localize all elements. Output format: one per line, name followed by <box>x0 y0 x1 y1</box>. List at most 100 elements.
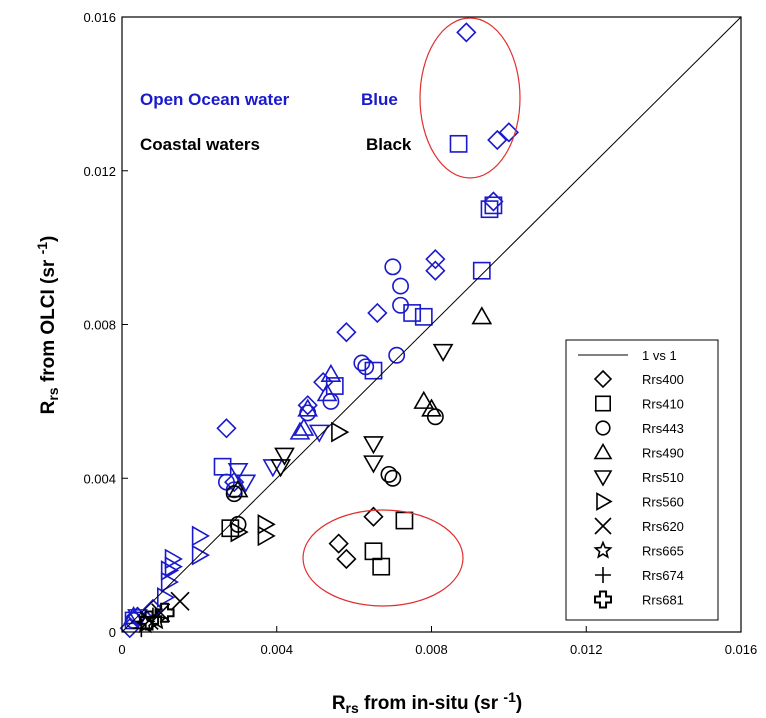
point-rrs443-open-ocean <box>322 392 340 410</box>
point-rrs560-open-ocean <box>164 556 183 578</box>
point-rrs400-open-ocean <box>425 260 446 281</box>
point-rrs410-open-ocean <box>472 261 491 280</box>
legend-symbol-rrs510 <box>593 470 613 487</box>
legend-symbol-rrs490 <box>593 442 613 460</box>
point-rrs490-open-ocean <box>297 398 319 417</box>
point-rrs560-open-ocean <box>191 525 210 547</box>
point-rrs400-open-ocean <box>483 191 504 212</box>
y-axis-title-close: ) <box>38 236 59 242</box>
legend-label-rrs560: Rrs560 <box>642 495 684 510</box>
point-rrs560-coastal <box>257 525 276 547</box>
x-tick-label: 0.016 <box>725 642 758 657</box>
point-rrs400-coastal <box>336 548 357 570</box>
point-rrs400-coastal <box>328 533 349 554</box>
point-rrs443-open-ocean <box>225 481 243 499</box>
point-rrs510-open-ocean <box>235 474 257 493</box>
point-rrs400-open-ocean <box>425 249 446 270</box>
point-rrs410-open-ocean <box>449 134 468 153</box>
point-rrs490-open-ocean <box>289 421 311 440</box>
point-rrs560-open-ocean <box>157 587 176 608</box>
point-rrs443-open-ocean <box>388 346 406 364</box>
point-rrs400-open-ocean <box>336 322 357 343</box>
point-rrs510-coastal <box>274 447 295 466</box>
point-rrs681-coastal <box>139 610 160 631</box>
x-axis-title-superscript: -1 <box>503 689 516 705</box>
point-rrs410-open-ocean <box>480 200 499 219</box>
point-rrs400-open-ocean <box>367 302 388 324</box>
point-rrs490-open-ocean <box>293 417 315 436</box>
point-rrs410-coastal <box>372 557 391 576</box>
point-rrs674-coastal <box>132 619 151 638</box>
legend-label-rrs443: Rrs443 <box>642 421 684 436</box>
point-rrs560-open-ocean <box>191 544 210 566</box>
point-rrs410-coastal <box>395 511 414 530</box>
legend-symbol-rrs681 <box>594 590 612 609</box>
point-rrs560-open-ocean <box>160 571 180 593</box>
legend-symbol-rrs674 <box>595 567 611 583</box>
ellipse-coastal-outliers <box>302 509 464 607</box>
point-rrs443-open-ocean <box>357 358 375 376</box>
point-rrs490-coastal <box>413 390 435 409</box>
point-rrs443-coastal <box>426 408 444 426</box>
x-tick-label: 0.012 <box>570 642 603 657</box>
point-rrs620-coastal <box>151 603 171 623</box>
y-axis-title-main: R <box>38 400 59 414</box>
legend-box <box>565 339 719 621</box>
y-axis-title-subscript: rs <box>45 387 61 400</box>
one-to-one-line <box>121 16 742 633</box>
legend-symbol-rrs443 <box>595 420 611 436</box>
legend-label-rrs674: Rrs674 <box>642 568 684 583</box>
x-axis-title: Rrs from in-situ (sr -1) <box>332 689 522 716</box>
point-rrs400-open-ocean <box>297 395 318 416</box>
y-tick-label: 0 <box>109 625 116 640</box>
legend-label-one-to-one: 1 vs 1 <box>642 348 677 363</box>
annotation-blue: Blue <box>361 90 398 109</box>
data-points <box>119 22 520 639</box>
point-rrs510-open-ocean <box>308 424 330 443</box>
legend-label-rrs681: Rrs681 <box>642 593 684 608</box>
point-rrs400-open-ocean <box>224 471 245 493</box>
point-rrs443-open-ocean <box>392 277 409 295</box>
x-axis-title-main: R <box>332 693 346 714</box>
point-rrs490-open-ocean <box>320 363 342 383</box>
annotation-black: Black <box>366 135 412 154</box>
x-axis-title-text: from in-situ (sr <box>359 693 504 714</box>
point-rrs560-coastal <box>257 513 276 535</box>
y-axis-title: Rrs from OLCI (sr -1) <box>34 236 61 415</box>
point-rrs443-open-ocean <box>353 354 371 372</box>
point-rrs400-open-ocean <box>498 122 520 143</box>
point-rrs510-open-ocean <box>227 463 249 482</box>
point-rrs400-open-ocean <box>487 129 508 151</box>
point-rrs510-coastal <box>432 343 454 363</box>
point-rrs681-coastal <box>154 602 175 623</box>
point-rrs410-open-ocean <box>414 307 433 326</box>
point-rrs510-coastal <box>363 455 384 474</box>
point-rrs490-coastal <box>421 398 442 417</box>
point-rrs560-coastal <box>230 521 249 543</box>
legend-symbol-rrs400 <box>593 369 613 389</box>
x-axis-title-subscript: rs <box>346 700 359 716</box>
legend-symbol-rrs665 <box>593 540 613 559</box>
point-rrs410-open-ocean <box>484 196 503 215</box>
legend-symbol-rrs560 <box>596 492 613 511</box>
legend-label-rrs400: Rrs400 <box>642 372 684 387</box>
y-tick-label: 0.016 <box>83 10 116 25</box>
point-rrs400-open-ocean <box>216 418 237 439</box>
point-rrs443-open-ocean <box>392 296 409 314</box>
point-rrs560-coastal <box>331 421 350 443</box>
legend-label-rrs665: Rrs665 <box>642 544 684 559</box>
ellipse-open-ocean-outliers <box>419 17 521 179</box>
point-rrs490-coastal <box>227 479 249 498</box>
legend-symbol-rrs410 <box>594 395 611 412</box>
x-axis-title-close: ) <box>516 693 522 714</box>
axis-ticks: 0 0.004 0.008 0.012 0.016 0 0.004 0.008 0.012 0.0… <box>83 10 757 657</box>
x-tick-label: 0 <box>118 642 125 657</box>
y-tick-label: 0.008 <box>83 318 116 333</box>
legend: 1 vs 1 Rrs400 Rrs410 Rrs443 Rrs490 Rrs510 Rrs… <box>565 339 719 621</box>
legend-label-rrs620: Rrs620 <box>642 519 684 534</box>
y-axis-title-superscript: -1 <box>34 242 50 255</box>
legend-label-rrs510: Rrs510 <box>642 470 684 485</box>
point-rrs400-open-ocean <box>119 618 140 639</box>
point-rrs410-coastal <box>221 519 240 538</box>
point-rrs443-coastal <box>380 465 398 483</box>
